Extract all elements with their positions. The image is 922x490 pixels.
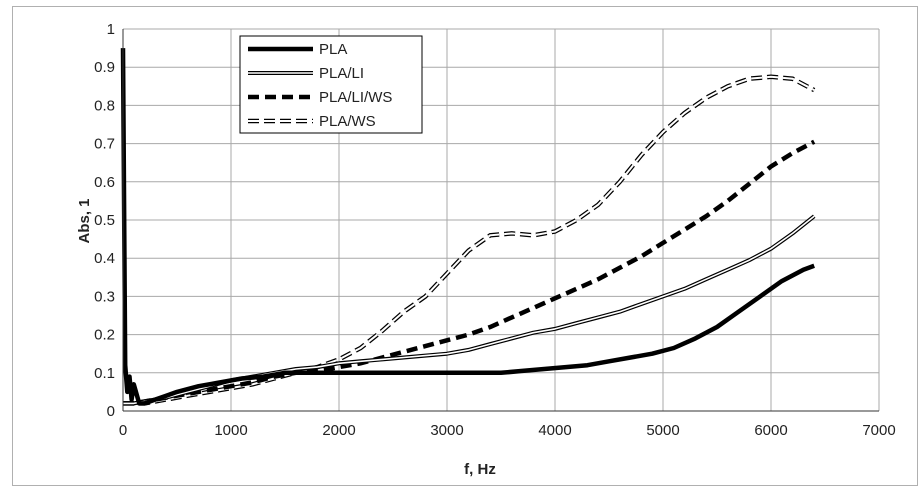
- chart-frame: 0 0.1 0.2 0.3 0.4 0.5 0.6 0.7 0.8 0.9 1 0 1000 2000 30…: [12, 6, 918, 486]
- x-tick-label: 5000: [646, 422, 679, 439]
- legend-item-pla: PLA: [248, 41, 347, 58]
- y-tick-label: 0.7: [94, 136, 115, 153]
- legend-label-pla: PLA: [319, 41, 347, 58]
- y-tick-label: 0.1: [94, 365, 115, 382]
- x-tick-label: 6000: [754, 422, 787, 439]
- y-tick-label: 1: [107, 21, 115, 38]
- x-tick-label: 3000: [430, 422, 463, 439]
- series-pla-li-ws: [123, 139, 816, 406]
- series-line-pla: [120, 48, 815, 406]
- legend-label-pla-li-ws: PLA/LI/WS: [319, 89, 392, 106]
- legend-item-pla-li-ws: PLA/LI/WS: [248, 89, 392, 106]
- y-axis-title: Abs, 1: [76, 198, 93, 243]
- axes: [122, 29, 879, 412]
- y-tick-label: 0.6: [94, 174, 115, 191]
- axis-ticks: 0 0.1 0.2 0.3 0.4 0.5 0.6 0.7 0.8 0.9 1 0 1000 2000 30…: [94, 21, 896, 439]
- legend-box: [239, 35, 423, 134]
- series-line-pla-ws: [123, 74, 816, 406]
- legend-label-pla-ws: PLA/WS: [319, 113, 376, 130]
- x-tick-label: 2000: [322, 422, 355, 439]
- series-line-pla-li-ws: [123, 139, 816, 406]
- series-lines: [120, 48, 816, 406]
- x-tick-label: 0: [119, 422, 127, 439]
- series-line-pla-li: [123, 214, 816, 406]
- y-tick-label: 0.4: [94, 250, 115, 267]
- series-pla-li: [123, 214, 816, 406]
- y-tick-label: 0.8: [94, 97, 115, 114]
- series-pla: [120, 48, 815, 406]
- x-axis-title: f, Hz: [464, 461, 496, 478]
- legend-label-pla-li: PLA/LI: [319, 65, 364, 82]
- series-line-pla-ws-inner: [123, 75, 815, 405]
- grid-lines: [122, 28, 880, 412]
- y-tick-label: 0.5: [94, 212, 115, 229]
- legend-item-pla-ws: PLA/WS: [248, 113, 376, 130]
- legend-item-pla-li: PLA/LI: [248, 65, 364, 82]
- y-tick-label: 0: [107, 403, 115, 420]
- x-tick-label: 4000: [538, 422, 571, 439]
- line-chart: 0 0.1 0.2 0.3 0.4 0.5 0.6 0.7 0.8 0.9 1 0 1000 2000 30…: [76, 21, 896, 478]
- x-tick-label: 1000: [214, 422, 247, 439]
- series-pla-ws: [123, 74, 816, 406]
- y-tick-label: 0.3: [94, 288, 115, 305]
- legend: PLA PLA/LI PLA/LI/WS PLA/WS: [239, 35, 423, 134]
- x-tick-label: 7000: [862, 422, 895, 439]
- y-tick-label: 0.2: [94, 327, 115, 344]
- series-line-pla-li-inner: [123, 215, 815, 405]
- y-tick-label: 0.9: [94, 59, 115, 76]
